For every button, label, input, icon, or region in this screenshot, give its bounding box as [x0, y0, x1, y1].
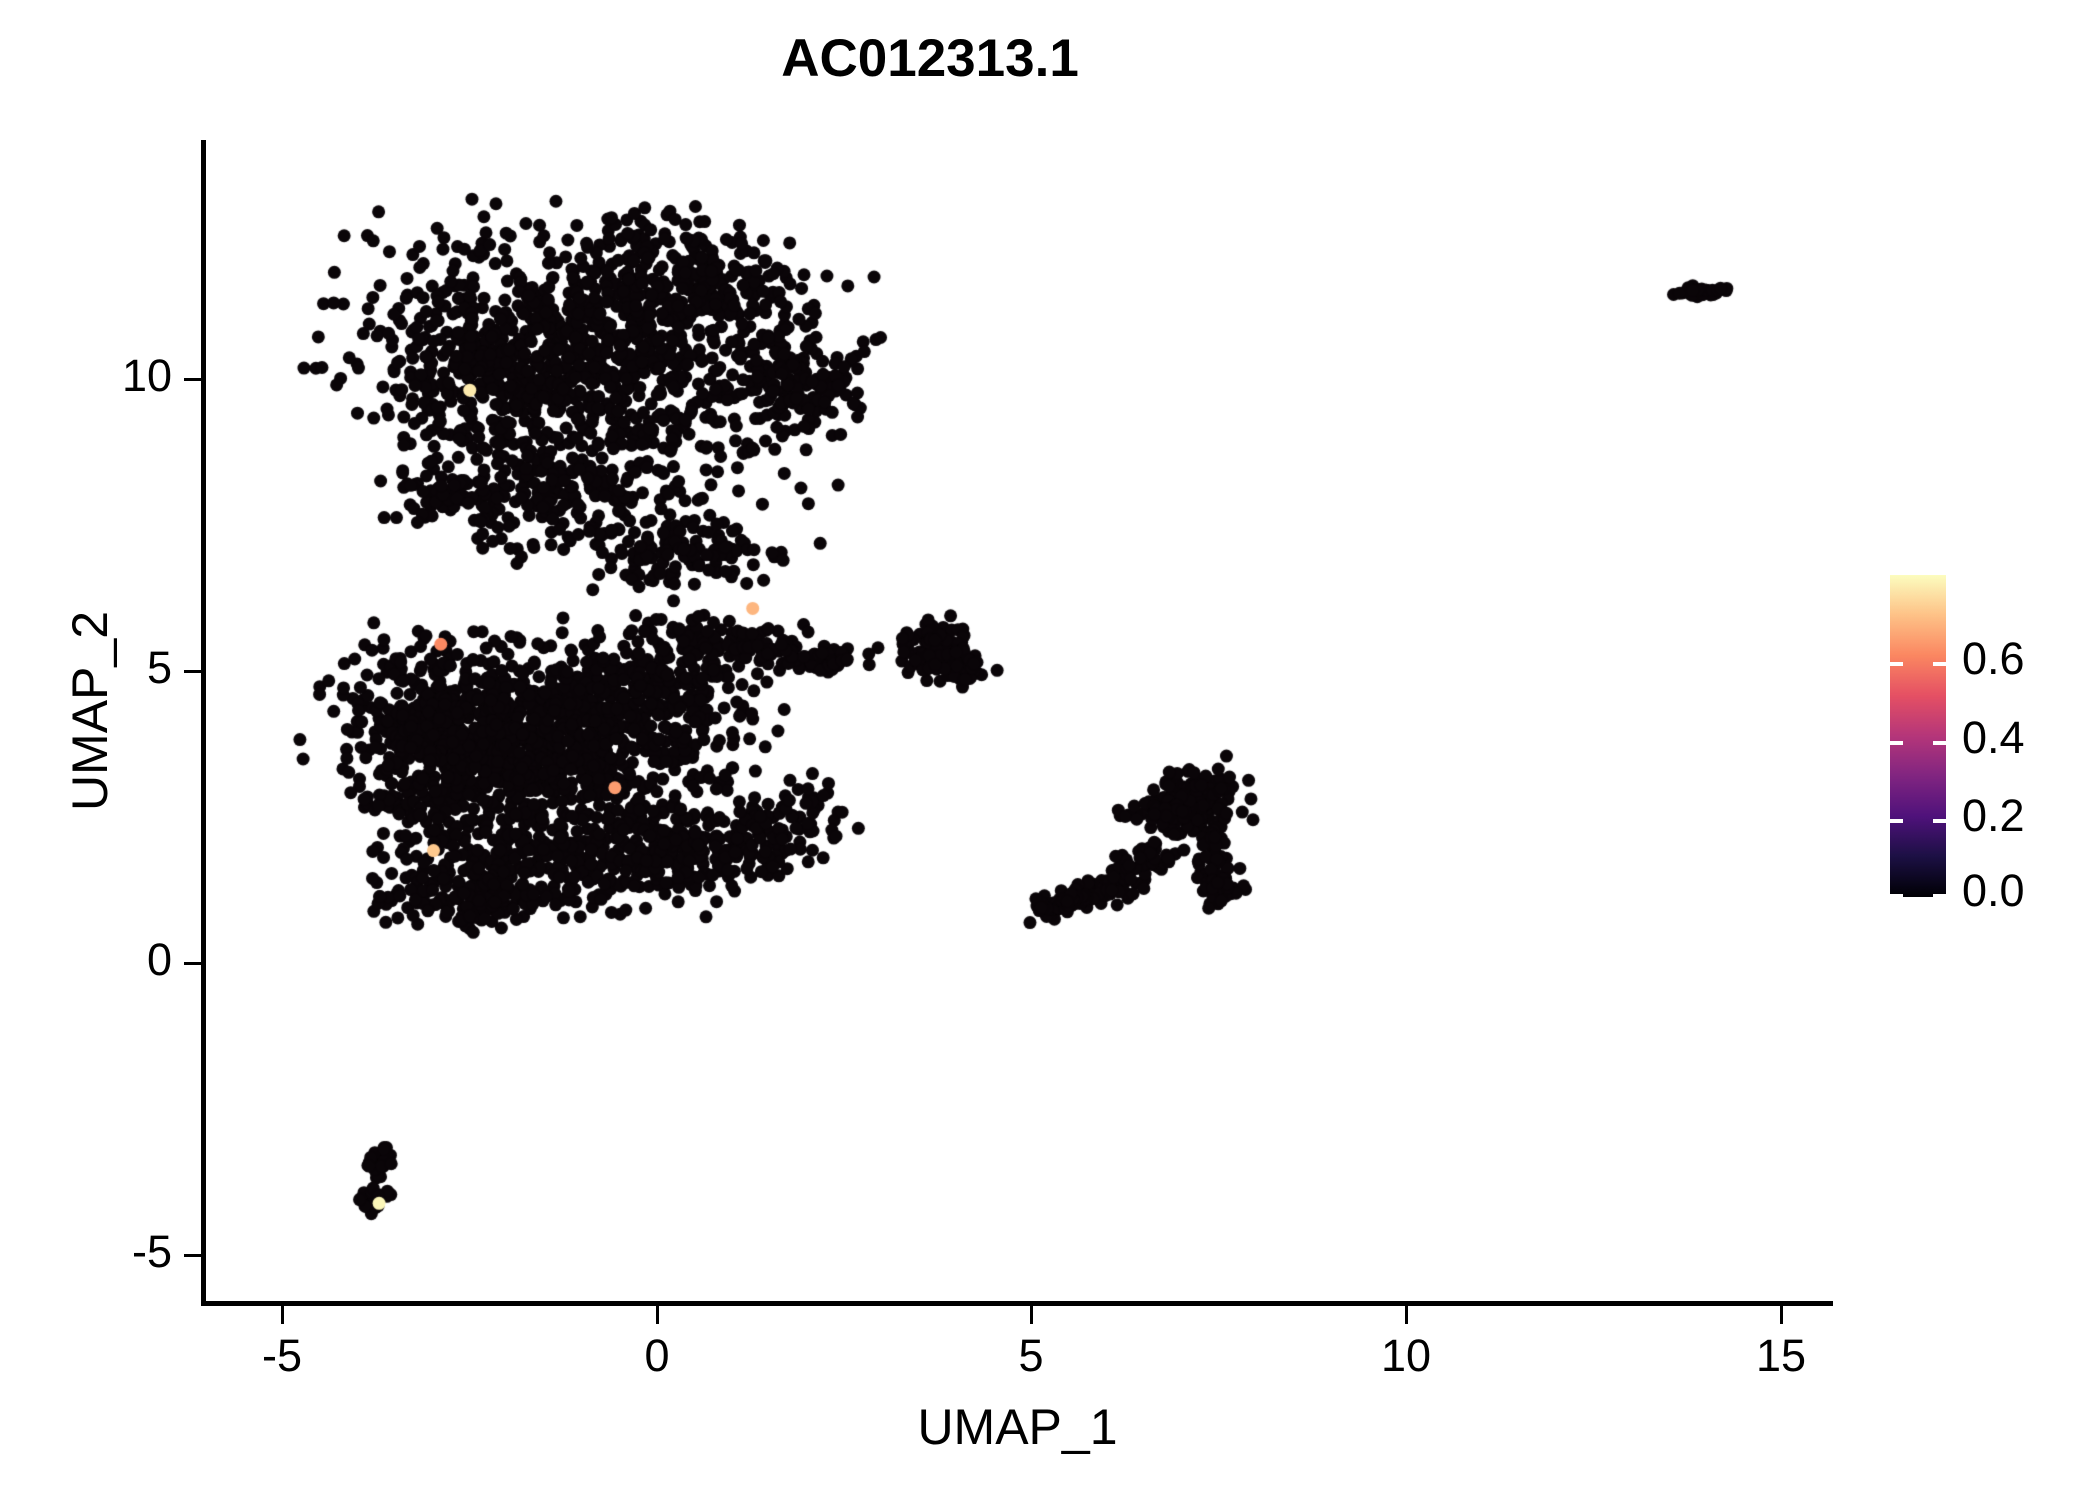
x-axis-line [201, 1301, 1833, 1306]
colorbar-tick-left-0 [1890, 662, 1903, 666]
colorbar-label-3: 0.0 [1962, 865, 2025, 916]
y-tick-mark-0 [184, 378, 202, 381]
y-tick-label-2: 0 [146, 934, 172, 985]
y-tick-label-1: 5 [146, 642, 172, 693]
colorbar-legend: 0.6 0.4 0.2 0.0 [1890, 575, 2090, 916]
x-tick-label-0: -5 [261, 1330, 302, 1381]
plot-panel [205, 142, 1830, 1302]
colorbar-tick-left-1 [1890, 741, 1903, 745]
x-tick-mark-1 [656, 1306, 659, 1324]
colorbar-tick-right-3 [1933, 894, 1946, 898]
colorbar-label-1: 0.4 [1962, 712, 2025, 763]
y-axis-line [201, 140, 206, 1306]
page-title: AC012313.1 [781, 29, 1079, 88]
x-tick-mark-0 [281, 1306, 284, 1324]
y-tick-label-3: -5 [131, 1226, 172, 1277]
x-tick-mark-4 [1780, 1306, 1783, 1324]
y-tick-mark-2 [184, 962, 202, 965]
x-tick-mark-3 [1405, 1306, 1408, 1324]
x-tick-label-4: 15 [1755, 1330, 1807, 1381]
colorbar-tick-right-2 [1933, 819, 1946, 823]
colorbar-gradient [1890, 575, 1946, 897]
x-tick-label-2: 5 [1018, 1330, 1044, 1381]
x-tick-label-3: 10 [1380, 1330, 1432, 1381]
y-axis-title: UMAP_2 [62, 610, 118, 812]
x-axis-title: UMAP_1 [917, 1399, 1118, 1455]
y-tick-label-0: 10 [121, 350, 172, 401]
colorbar-tick-left-2 [1890, 819, 1903, 823]
colorbar-tick-right-1 [1933, 741, 1946, 745]
y-tick-mark-1 [184, 670, 202, 673]
colorbar-tick-right-0 [1933, 662, 1946, 666]
colorbar-tick-left-3 [1890, 894, 1903, 898]
colorbar-label-2: 0.2 [1962, 790, 2025, 841]
x-tick-label-1: 0 [644, 1330, 670, 1381]
y-tick-mark-3 [184, 1254, 202, 1257]
x-tick-mark-2 [1030, 1306, 1033, 1324]
colorbar-label-0: 0.6 [1962, 633, 2025, 684]
scatter-plot-canvas [205, 142, 1830, 1302]
